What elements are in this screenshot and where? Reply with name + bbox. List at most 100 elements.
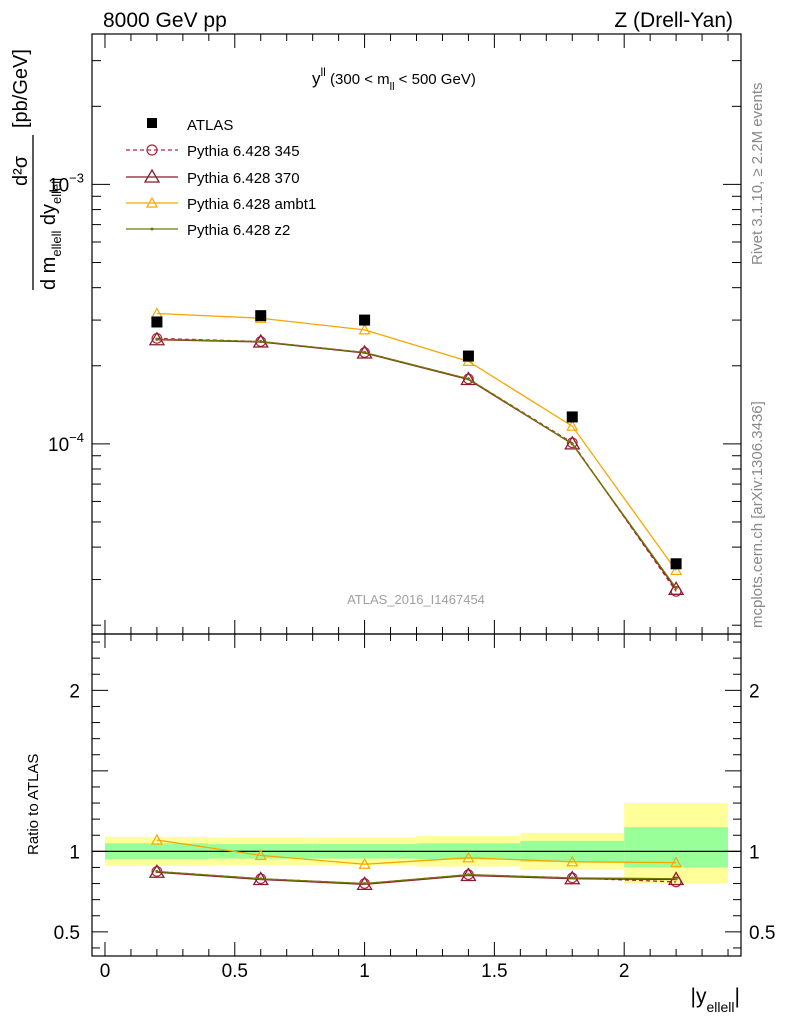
legend-marker-atlas (147, 118, 157, 128)
ratio-line-ambt1 (156, 839, 677, 865)
main-axis-ticks (92, 34, 741, 634)
rivet-label: Rivet 3.1.10, ≥ 2.2M events (749, 83, 766, 266)
legend: ATLAS Pythia 6.428 345 Pythia 6.428 370 … (126, 117, 316, 239)
main-y-tick-mantissa: 10 (48, 175, 69, 196)
legend-marker-p370 (143, 168, 161, 183)
main-line-z2 (156, 338, 677, 589)
main-line-ambt1 (156, 312, 677, 571)
ratio-band-inner (624, 827, 729, 868)
y-axis-den-y-sub: ellell (49, 178, 64, 204)
main-point-atlas (462, 350, 474, 362)
main-point-z2 (674, 586, 678, 590)
ratio-uncertainty-bands (92, 803, 741, 884)
y-axis-den-d: d m (38, 257, 60, 290)
ratio-point-ambt1 (254, 849, 267, 860)
main-point-z2 (259, 339, 263, 344)
ratio-point-z2 (674, 877, 678, 881)
ratio-point-z2 (570, 876, 574, 880)
main-point-z2 (466, 377, 471, 381)
ratio-y-tick-label-left: 0.5 (54, 923, 80, 944)
main-point-p370 (564, 435, 581, 450)
plot-title-var: y (312, 69, 321, 88)
ratio-y-tick-label-right: 0.5 (749, 923, 775, 944)
legend-label-atlas: ATLAS (187, 117, 233, 134)
y-axis-den-m-sub: ellell (49, 231, 64, 257)
plot-title-open: (300 < m (326, 71, 390, 88)
ratio-series-layer (148, 833, 685, 891)
ratio-point-ambt1 (358, 857, 371, 869)
main-y-tick-label: 10−3 (48, 170, 84, 196)
y-axis-numerator: d²σ (10, 155, 32, 186)
ratio-point-z2 (362, 881, 367, 886)
main-point-ambt1 (150, 307, 163, 319)
ratio-point-ambt1 (670, 856, 683, 868)
legend-label-ambt1: Pythia 6.428 ambt1 (187, 196, 316, 213)
main-y-tick-labels: 10−410−3 (48, 170, 84, 455)
ratio-x-tick-label: 1 (359, 961, 370, 982)
main-line-p370 (156, 339, 677, 590)
main-line-p345 (156, 337, 677, 592)
main-point-ambt1 (670, 564, 683, 576)
main-point-atlas (359, 314, 371, 326)
plot-title: yll (300 < mll < 500 GeV) (312, 65, 476, 93)
ratio-point-ambt1 (462, 851, 475, 863)
ratio-x-tick-labels: 0 0.5 1 1.5 2 (100, 961, 630, 982)
legend-marker-z2 (150, 227, 154, 231)
y-axis-den-dy: dy (38, 204, 60, 231)
ratio-frame (91, 633, 742, 957)
ratio-point-z2 (155, 869, 159, 874)
ratio-point-ambt1 (566, 855, 579, 867)
plot-title-sub: ll (390, 81, 395, 93)
main-point-ambt1 (358, 323, 371, 335)
y-axis-unit: [pb/GeV] (10, 49, 32, 128)
ratio-line-p370 (156, 871, 677, 886)
x-axis-label-main: |y (691, 985, 707, 1008)
legend-marker-p345 (146, 144, 158, 156)
main-y-tick-label: 10−4 (48, 430, 84, 456)
ratio-x-tick-label: 1.5 (481, 961, 507, 982)
x-axis-label: |yellell| (691, 985, 740, 1015)
legend-marker-ambt1 (145, 196, 159, 208)
ratio-axis-label: Ratio to ATLAS (25, 754, 42, 855)
main-point-ambt1 (566, 419, 579, 431)
ratio-point-ambt1 (150, 833, 163, 845)
main-point-z2 (155, 337, 159, 341)
process-label: Z (Drell-Yan) (614, 9, 733, 32)
main-point-z2 (570, 442, 574, 446)
main-point-p370 (667, 581, 685, 595)
main-point-z2 (362, 350, 367, 355)
energy-label: 8000 GeV pp (103, 9, 227, 32)
main-y-tick-exponent: −3 (69, 170, 84, 185)
ratio-point-z2 (466, 873, 471, 877)
main-series-layer (148, 307, 685, 597)
mcplots-label: mcplots.cern.ch [arXiv:1306.3436] (749, 401, 766, 628)
ratio-x-tick-label: 2 (619, 961, 630, 982)
main-point-atlas (255, 310, 267, 322)
analysis-watermark: ATLAS_2016_I1467454 (347, 592, 485, 607)
ratio-y-tick-label-right: 1 (749, 842, 760, 863)
ratio-x-tick-label: 0 (100, 961, 111, 982)
x-axis-label-sub: ellell (707, 999, 735, 1015)
ratio-axis-ticks (92, 634, 741, 956)
legend-label-z2: Pythia 6.428 z2 (187, 222, 290, 239)
plot-title-var-sup: ll (321, 65, 326, 79)
ratio-panel (91, 633, 742, 957)
main-y-tick-mantissa: 10 (48, 435, 69, 456)
plot-title-close: < 500 GeV) (395, 71, 476, 88)
main-point-atlas (566, 411, 578, 423)
legend-label-p345: Pythia 6.428 345 (187, 143, 300, 160)
ratio-y-tick-label-left: 1 (69, 842, 80, 863)
main-point-atlas (670, 558, 682, 570)
main-point-atlas (151, 316, 163, 328)
ratio-x-tick-label: 0.5 (222, 961, 248, 982)
y-axis-denominator: d mellell dyellell (38, 178, 64, 290)
main-y-axis-label: [pb/GeV] d²σ d mellell dyellell (10, 49, 64, 290)
ratio-y-tick-labels: 0.5 0.5 1 1 2 2 (54, 681, 776, 944)
ratio-y-tick-label-right: 2 (749, 681, 760, 702)
ratio-line-z2 (156, 870, 677, 885)
main-y-tick-exponent: −4 (69, 430, 84, 445)
ratio-point-z2 (259, 877, 263, 881)
x-axis-label-end: | (735, 985, 740, 1008)
ratio-y-tick-label-left: 2 (69, 681, 80, 702)
